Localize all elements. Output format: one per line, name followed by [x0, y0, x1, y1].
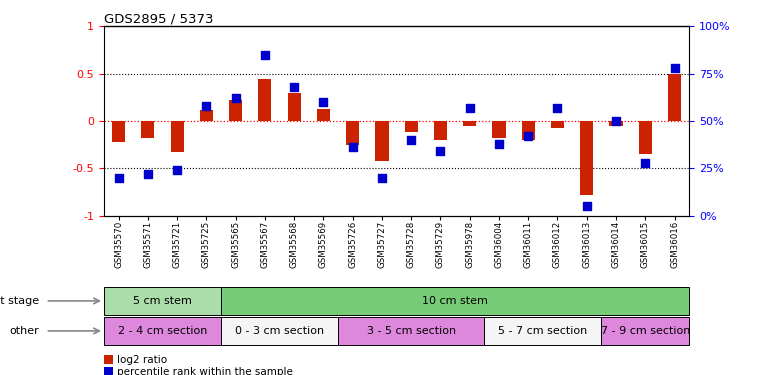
Bar: [580, 121, 594, 195]
Text: GDS2895 / 5373: GDS2895 / 5373: [104, 12, 213, 25]
Point: [493, 141, 505, 147]
Point: [112, 175, 125, 181]
Bar: [463, 121, 477, 126]
Bar: [229, 100, 243, 121]
Bar: [221, 287, 689, 315]
Bar: [521, 121, 535, 140]
Bar: [346, 121, 360, 145]
Bar: [668, 74, 681, 121]
Bar: [141, 121, 155, 138]
Point: [346, 144, 359, 150]
Text: 5 cm stem: 5 cm stem: [133, 296, 192, 306]
Bar: [287, 93, 301, 121]
Text: 10 cm stem: 10 cm stem: [422, 296, 488, 306]
Bar: [112, 121, 126, 142]
Point: [317, 99, 330, 105]
Bar: [338, 317, 484, 345]
Point: [288, 84, 300, 90]
Point: [464, 105, 476, 111]
Point: [668, 65, 681, 71]
Bar: [375, 121, 389, 161]
Bar: [551, 121, 564, 128]
Bar: [170, 121, 184, 152]
Text: percentile rank within the sample: percentile rank within the sample: [117, 367, 293, 375]
Point: [200, 103, 213, 109]
Point: [229, 95, 242, 101]
Point: [610, 118, 622, 124]
Text: 2 - 4 cm section: 2 - 4 cm section: [118, 326, 207, 336]
Bar: [221, 317, 338, 345]
Bar: [638, 121, 652, 154]
Text: 0 - 3 cm section: 0 - 3 cm section: [235, 326, 324, 336]
Point: [259, 52, 271, 58]
Text: 7 - 9 cm section: 7 - 9 cm section: [601, 326, 690, 336]
Point: [376, 175, 388, 181]
Bar: [104, 317, 221, 345]
Text: 5 - 7 cm section: 5 - 7 cm section: [498, 326, 588, 336]
Point: [142, 171, 154, 177]
Bar: [492, 121, 506, 138]
Point: [405, 137, 417, 143]
Point: [551, 105, 564, 111]
Bar: [601, 317, 689, 345]
Text: 3 - 5 cm section: 3 - 5 cm section: [367, 326, 456, 336]
Bar: [404, 121, 418, 132]
Bar: [104, 287, 221, 315]
Bar: [258, 79, 272, 121]
Point: [171, 167, 183, 173]
Text: development stage: development stage: [0, 296, 39, 306]
Bar: [434, 121, 447, 140]
Bar: [484, 317, 601, 345]
Point: [522, 133, 534, 139]
Text: log2 ratio: log2 ratio: [117, 355, 167, 365]
Text: other: other: [10, 326, 39, 336]
Point: [639, 160, 651, 166]
Point: [434, 148, 447, 154]
Bar: [316, 109, 330, 121]
Point: [581, 203, 593, 209]
Bar: [199, 110, 213, 121]
Bar: [609, 121, 623, 126]
